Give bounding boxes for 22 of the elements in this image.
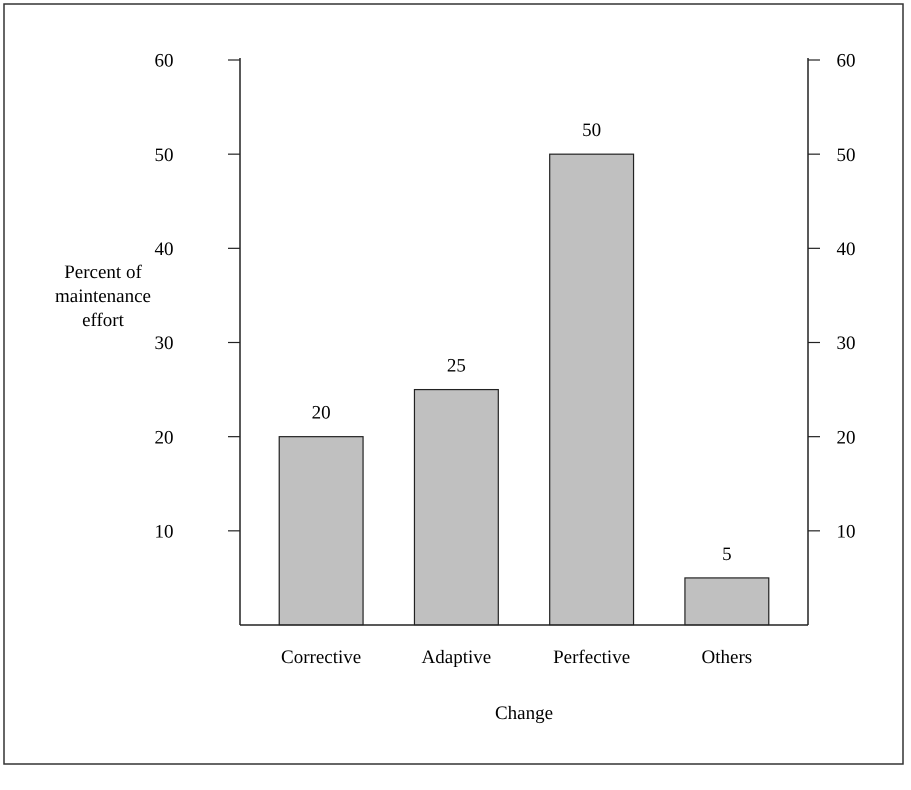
y-tick-label: 10 [154, 521, 174, 542]
data-label: 25 [446, 356, 466, 377]
y2-tick-label: 60 [836, 50, 856, 72]
data-label: 5 [722, 544, 732, 565]
y-axis-title: Percent of maintenance effort [54, 262, 152, 331]
y2-tick-label: 10 [836, 521, 856, 542]
x-tick-label: Others [702, 647, 752, 668]
y-tick-label: 40 [154, 238, 174, 260]
y2-tick-label: 20 [836, 427, 856, 448]
data-label: 20 [312, 402, 331, 424]
x-tick-label: Corrective [281, 647, 362, 668]
data-label: 50 [582, 120, 602, 142]
y-tick-label: 50 [154, 144, 174, 166]
y-tick-label: 60 [154, 50, 174, 72]
x-tick-label: Perfective [553, 647, 630, 668]
y2-tick-label: 30 [836, 333, 856, 354]
y-tick-label: 20 [154, 427, 174, 448]
x-axis-title: Change [494, 703, 554, 724]
y2-tick-label: 40 [836, 238, 856, 260]
y2-tick-label: 50 [836, 144, 856, 166]
y-tick-label: 30 [154, 333, 174, 354]
x-tick-label: Adaptive [422, 647, 492, 668]
